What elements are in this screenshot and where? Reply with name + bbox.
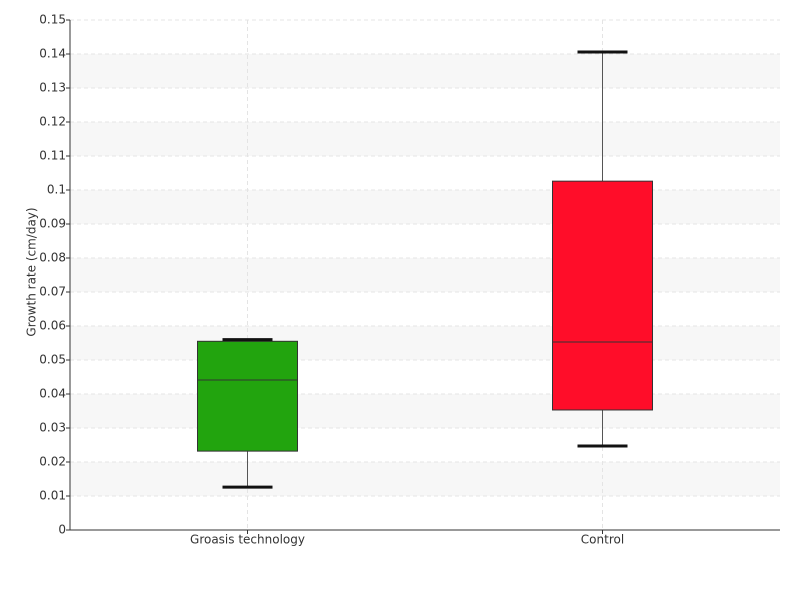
y-tick-label: 0.12 bbox=[39, 115, 66, 129]
grid-band bbox=[70, 122, 780, 156]
grid-band bbox=[70, 190, 780, 224]
y-tick-label: 0.13 bbox=[39, 81, 66, 95]
grid-band bbox=[70, 54, 780, 88]
grid-band bbox=[70, 394, 780, 428]
y-axis-label: Growth rate (cm/day) bbox=[25, 207, 39, 336]
y-tick-label: 0.09 bbox=[39, 217, 66, 231]
x-tick-label: Groasis technology bbox=[190, 533, 305, 547]
y-tick-label: 0.14 bbox=[39, 47, 66, 61]
grid-band bbox=[70, 326, 780, 360]
box bbox=[552, 180, 653, 411]
grid-band bbox=[70, 462, 780, 496]
y-tick-label: 0.15 bbox=[39, 13, 66, 27]
y-tick-label: 0.04 bbox=[39, 387, 66, 401]
y-tick-label: 0.03 bbox=[39, 421, 66, 435]
y-tick-label: 0.02 bbox=[39, 455, 66, 469]
y-tick-label: 0 bbox=[58, 523, 66, 537]
box bbox=[197, 340, 298, 452]
y-tick-label: 0.01 bbox=[39, 489, 66, 503]
y-tick-label: 0.06 bbox=[39, 319, 66, 333]
grid-band bbox=[70, 258, 780, 292]
y-tick-label: 0.05 bbox=[39, 353, 66, 367]
y-tick-label: 0.11 bbox=[39, 149, 66, 163]
y-tick-label: 0.1 bbox=[47, 183, 66, 197]
y-tick-label: 0.08 bbox=[39, 251, 66, 265]
x-tick-label: Control bbox=[581, 533, 624, 547]
y-tick-label: 0.07 bbox=[39, 285, 66, 299]
